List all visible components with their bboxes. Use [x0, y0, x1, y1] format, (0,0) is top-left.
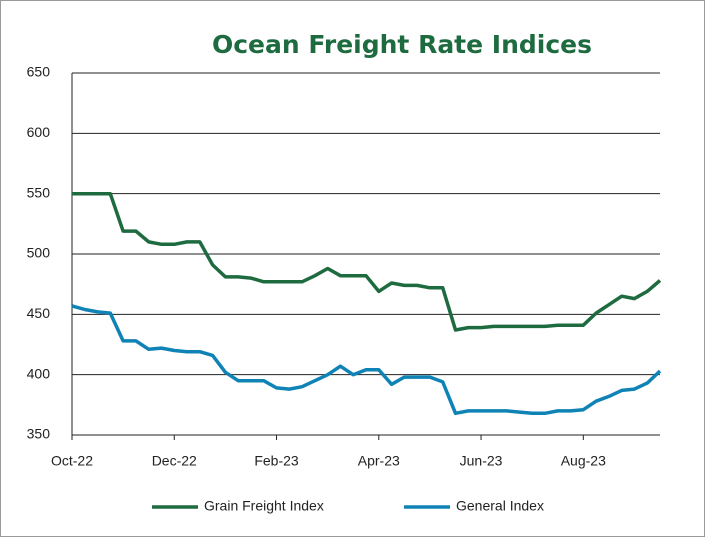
chart-title: Ocean Freight Rate Indices: [212, 30, 592, 59]
y-tick-label: 400: [27, 365, 51, 381]
x-tick-label: Apr-23: [358, 453, 400, 469]
y-tick-label: 600: [27, 124, 51, 140]
y-tick-label: 450: [27, 305, 51, 321]
x-tick-label: Aug-23: [561, 453, 606, 469]
series-line: [72, 191, 662, 332]
y-tick-label: 650: [27, 64, 51, 80]
x-tick-label: Jun-23: [460, 453, 503, 469]
x-tick-label: Dec-22: [152, 453, 197, 469]
x-tick-label: Oct-22: [51, 453, 93, 469]
y-tick-label: 350: [27, 426, 51, 442]
y-tick-label: 500: [27, 245, 51, 261]
legend-label: Grain Freight Index: [204, 498, 324, 514]
x-tick-label: Feb-23: [254, 453, 299, 469]
legend-label: General Index: [456, 498, 544, 514]
series-line: [71, 304, 662, 416]
y-tick-label: 550: [27, 184, 51, 200]
